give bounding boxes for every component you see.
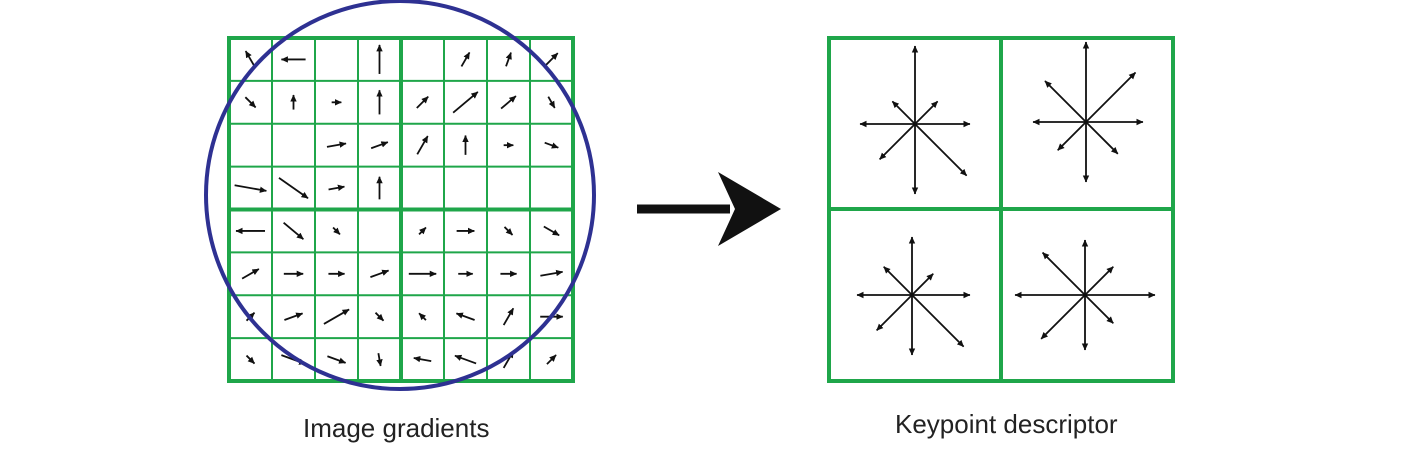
orientation-histogram: [859, 45, 971, 195]
gradient-vector: [460, 52, 471, 67]
gradient-vector: [452, 91, 479, 114]
gradient-vector: [546, 354, 557, 365]
histogram-bin-arrow: [914, 100, 939, 125]
gradient-vector: [374, 312, 385, 322]
image-gradients-caption: Image gradients: [303, 413, 490, 443]
gaussian-window-circle: [204, 0, 596, 391]
orientation-histogram: [1014, 239, 1156, 351]
gradient-vector: [418, 226, 427, 235]
gradient-vector: [454, 354, 477, 365]
gradient-vector: [416, 135, 429, 155]
keypoint-descriptor-caption: Keypoint descriptor: [895, 409, 1118, 439]
gradient-vector: [416, 95, 429, 109]
image-gradients-panel: [204, 0, 596, 391]
histogram-bin-arrow: [1085, 71, 1137, 123]
orientation-histogram: [856, 236, 971, 356]
histogram-bin-arrow: [911, 294, 965, 348]
gradient-vector: [544, 52, 559, 67]
orientation-histogram: [1032, 41, 1144, 183]
gradient-vector: [544, 141, 559, 149]
gradient-vector: [376, 353, 383, 367]
gradient-vector: [327, 355, 347, 364]
histogram-bin-arrow: [1085, 121, 1119, 155]
gradient-vector: [540, 269, 564, 277]
gradient-vectors: [234, 44, 564, 369]
histogram-bin-arrow: [1040, 294, 1086, 340]
gradient-vector: [323, 308, 350, 325]
right-arrow-icon: [637, 172, 781, 246]
gradient-vector: [283, 221, 304, 240]
gradient-vector: [370, 141, 389, 150]
gradient-vector: [543, 225, 560, 237]
histogram-bin-arrow: [879, 123, 916, 160]
histogram-bin-arrow: [914, 123, 968, 177]
orientation-histograms: [856, 41, 1156, 356]
histogram-bin-arrow: [1084, 266, 1114, 296]
histogram-bin-arrow: [1044, 80, 1087, 123]
gradient-vector: [455, 312, 475, 321]
gradient-vector: [502, 307, 515, 326]
histogram-bin-arrow: [1057, 121, 1087, 151]
gradient-vector: [284, 312, 304, 321]
gradient-vector: [241, 268, 260, 280]
gradient-vector: [370, 269, 390, 278]
histogram-bin-arrow: [891, 100, 916, 125]
gradient-vector: [332, 226, 341, 235]
gradient-sample-grid: [227, 36, 575, 383]
grid-frame: [227, 36, 575, 383]
histogram-bin-arrow: [1084, 294, 1114, 324]
gradient-vector: [245, 354, 256, 365]
gradient-vector: [278, 177, 309, 199]
gradient-vector: [547, 96, 556, 109]
gradient-vector: [234, 184, 267, 193]
gradient-vector: [418, 312, 427, 321]
histogram-bin-arrow: [883, 266, 913, 296]
gradient-vector: [326, 141, 347, 148]
histogram-bin-arrow: [876, 294, 913, 331]
gradient-vector: [500, 95, 517, 110]
histogram-bin-arrow: [1041, 251, 1086, 296]
gradient-vector: [505, 52, 512, 67]
histogram-bin-arrow: [911, 273, 934, 296]
gradient-vector: [503, 226, 514, 236]
gradient-vector: [328, 184, 345, 191]
gradient-vector: [244, 96, 257, 109]
gradient-vector: [413, 355, 432, 363]
keypoint-descriptor-panel: [827, 36, 1175, 383]
